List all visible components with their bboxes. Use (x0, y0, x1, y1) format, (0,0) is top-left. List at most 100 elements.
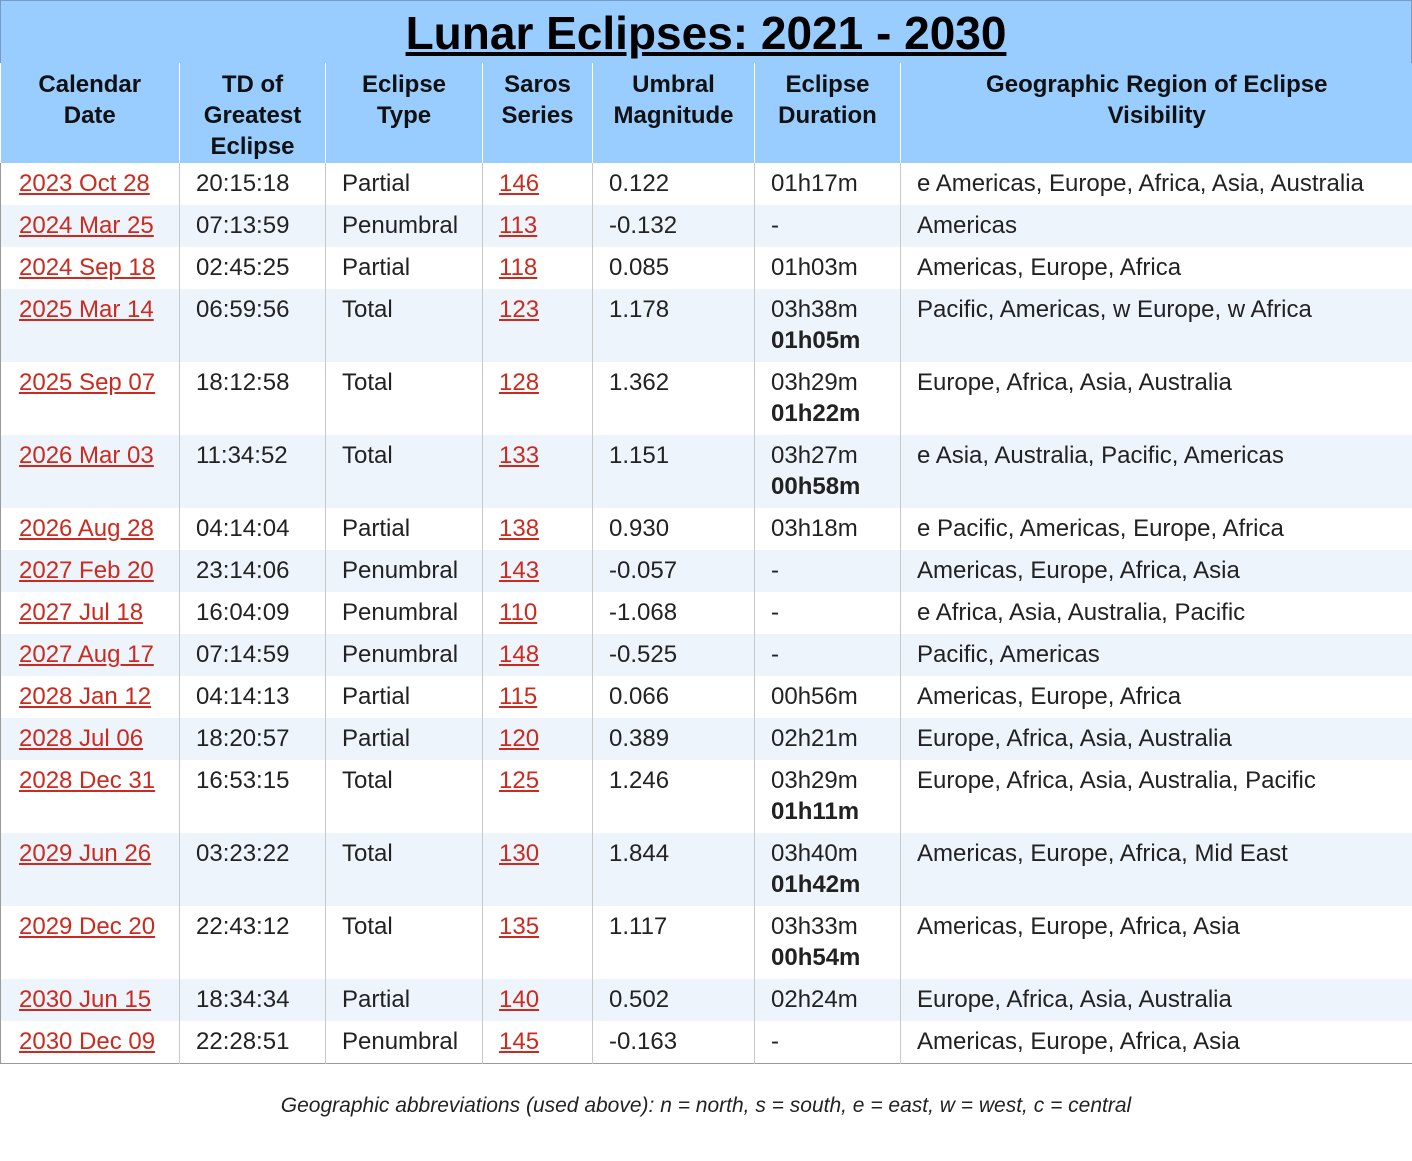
region-cell: Americas, Europe, Africa, Mid East (917, 840, 1288, 867)
region-cell: e Americas, Europe, Africa, Asia, Austra… (917, 170, 1364, 197)
page-title: Lunar Eclipses: 2021 - 2030 (405, 7, 1007, 59)
td-cell: 22:28:51 (179, 1021, 326, 1064)
partial-duration: 00h56m (771, 683, 858, 710)
magnitude-cell: 0.066 (592, 676, 755, 718)
duration-cell: 00h56m (754, 676, 901, 718)
eclipse-date-link[interactable]: 2027 Feb 20 (19, 557, 154, 584)
td-cell: 04:14:13 (179, 676, 326, 718)
region-cell: Americas, Europe, Africa (917, 683, 1182, 710)
date-cell: 2027 Aug 17 (0, 634, 180, 676)
td-cell: 07:14:59 (179, 634, 326, 676)
duration-cell: 03h29m 01h22m (754, 362, 901, 435)
column-header-geographic-region: Geographic Region of Eclipse Visibility (900, 63, 1412, 163)
eclipse-date-link[interactable]: 2024 Sep 18 (19, 254, 156, 281)
column-header-line: Saros (504, 71, 571, 98)
eclipse-date-link[interactable]: 2024 Mar 25 (19, 212, 154, 239)
column-header-eclipse-duration: Eclipse Duration (754, 63, 901, 163)
eclipse-date-link[interactable]: 2027 Aug 17 (19, 641, 154, 668)
type-cell: Partial (325, 718, 483, 760)
saros-link[interactable]: 110 (499, 599, 538, 626)
header-row: Calendar Date TD of Greatest Eclipse Eclipse T… (0, 63, 1412, 163)
type-cell: Partial (325, 508, 483, 550)
partial-duration: 03h18m (771, 515, 858, 542)
eclipse-date-link[interactable]: 2025 Sep 07 (19, 369, 156, 396)
saros-link[interactable]: 146 (499, 170, 540, 197)
duration-cell: 03h38m 01h05m (754, 289, 901, 362)
eclipse-date-link[interactable]: 2028 Dec 31 (19, 767, 156, 794)
column-header-line: Type (376, 102, 432, 129)
eclipse-date-link[interactable]: 2027 Jul 18 (19, 599, 144, 626)
eclipse-date-link[interactable]: 2029 Jun 26 (19, 840, 152, 867)
column-header-line: Greatest (203, 102, 302, 129)
date-cell: 2025 Sep 07 (0, 362, 180, 435)
saros-cell: 118 (482, 247, 593, 289)
td-cell: 03:23:22 (179, 833, 326, 906)
eclipse-date-link[interactable]: 2030 Dec 09 (19, 1028, 156, 1055)
column-header-line: Eclipse (785, 71, 870, 98)
footnote: Geographic abbreviations (used above): n… (280, 1094, 1132, 1117)
table-row: 2026 Mar 03 11:34:52 Total 133 1.151 03h27m 00… (0, 435, 1412, 508)
type-cell: Partial (325, 676, 483, 718)
magnitude-cell: 1.362 (592, 362, 755, 435)
duration-cell: 03h18m (754, 508, 901, 550)
saros-link[interactable]: 145 (499, 1028, 540, 1055)
region-cell: Pacific, Americas (917, 641, 1100, 668)
date-cell: 2029 Dec 20 (0, 906, 180, 979)
partial-duration: - (771, 212, 779, 239)
date-cell: 2026 Aug 28 (0, 508, 180, 550)
saros-cell: 143 (482, 550, 593, 592)
saros-link[interactable]: 118 (499, 254, 538, 281)
duration-cell: 02h24m (754, 979, 901, 1021)
td-cell: 06:59:56 (179, 289, 326, 362)
eclipse-date-link[interactable]: 2025 Mar 14 (19, 296, 154, 323)
saros-cell: 138 (482, 508, 593, 550)
type-cell: Partial (325, 247, 483, 289)
magnitude-cell: 0.502 (592, 979, 755, 1021)
saros-link[interactable]: 130 (499, 840, 540, 867)
saros-link[interactable]: 143 (499, 557, 540, 584)
saros-link[interactable]: 115 (499, 683, 538, 710)
type-cell: Penumbral (325, 1021, 483, 1064)
td-cell: 02:45:25 (179, 247, 326, 289)
saros-link[interactable]: 133 (499, 442, 540, 469)
saros-link[interactable]: 148 (499, 641, 540, 668)
region-cell: Americas (917, 212, 1018, 239)
eclipse-date-link[interactable]: 2023 Oct 28 (19, 170, 150, 197)
saros-cell: 135 (482, 906, 593, 979)
saros-link[interactable]: 128 (499, 369, 540, 396)
saros-link[interactable]: 125 (499, 767, 540, 794)
table-row: 2030 Jun 15 18:34:34 Partial 140 0.502 02h24m… (0, 979, 1412, 1021)
date-cell: 2030 Jun 15 (0, 979, 180, 1021)
eclipse-date-link[interactable]: 2030 Jun 15 (19, 986, 152, 1013)
saros-link[interactable]: 140 (499, 986, 540, 1013)
duration-cell: 03h40m 01h42m (754, 833, 901, 906)
eclipse-date-link[interactable]: 2028 Jan 12 (19, 683, 152, 710)
date-cell: 2027 Jul 18 (0, 592, 180, 634)
date-cell: 2027 Feb 20 (0, 550, 180, 592)
eclipse-date-link[interactable]: 2028 Jul 06 (19, 725, 144, 752)
table-row: 2027 Jul 18 16:04:09 Penumbral 110 -1.068- e … (0, 592, 1412, 634)
type-cell: Total (325, 362, 483, 435)
type-cell: Total (325, 435, 483, 508)
type-cell: Total (325, 906, 483, 979)
table-row: 2028 Jul 06 18:20:57 Partial 120 0.389 02h21m… (0, 718, 1412, 760)
table-row: 2025 Sep 07 18:12:58 Total 128 1.362 03h29m 01… (0, 362, 1412, 435)
partial-duration: - (771, 599, 779, 626)
saros-link[interactable]: 135 (499, 913, 540, 940)
eclipse-date-link[interactable]: 2026 Mar 03 (19, 442, 154, 469)
saros-cell: 110 (482, 592, 593, 634)
td-cell: 18:20:57 (179, 718, 326, 760)
saros-link[interactable]: 123 (499, 296, 540, 323)
saros-link[interactable]: 113 (499, 212, 538, 239)
eclipse-date-link[interactable]: 2026 Aug 28 (19, 515, 154, 542)
type-cell: Total (325, 760, 483, 833)
saros-link[interactable]: 138 (499, 515, 540, 542)
saros-link[interactable]: 120 (499, 725, 540, 752)
eclipse-date-link[interactable]: 2029 Dec 20 (19, 913, 156, 940)
date-cell: 2025 Mar 14 (0, 289, 180, 362)
magnitude-cell: -1.068 (592, 592, 755, 634)
td-cell: 20:15:18 (179, 163, 326, 205)
title-band: Lunar Eclipses: 2021 - 2030 (0, 0, 1412, 63)
region-cell: e Pacific, Americas, Europe, Africa (917, 515, 1284, 542)
duration-cell: 03h29m 01h11m (754, 760, 901, 833)
